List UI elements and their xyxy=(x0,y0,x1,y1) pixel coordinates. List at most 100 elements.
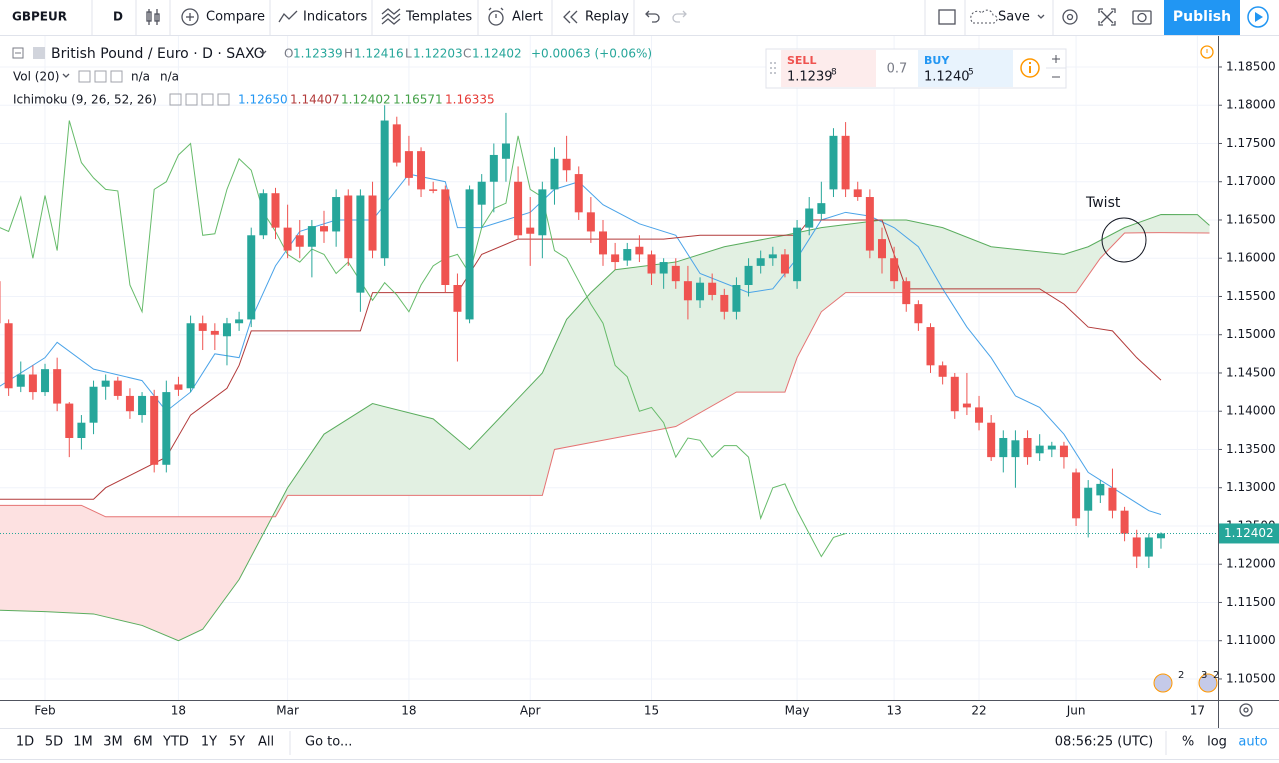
event-count: 2 xyxy=(1178,670,1184,681)
range-button[interactable]: 5Y xyxy=(229,735,245,750)
event-flag[interactable] xyxy=(1153,673,1173,693)
sell-pip[interactable]: 8 xyxy=(831,68,837,78)
goto-button[interactable]: Go to... xyxy=(305,735,352,750)
info-icon[interactable] xyxy=(1020,58,1040,78)
snapshot-icon[interactable] xyxy=(1132,10,1152,25)
ichimoku-controls[interactable] xyxy=(169,93,230,106)
candle-body xyxy=(320,226,329,232)
low-value: 1.12203 xyxy=(413,47,463,61)
candle-body xyxy=(1108,487,1117,511)
sell-bg[interactable] xyxy=(781,50,876,87)
range-button[interactable]: All xyxy=(258,735,274,750)
candle-body xyxy=(53,369,62,404)
y-tick-label: 1.12000 xyxy=(1226,557,1276,571)
candle-body xyxy=(1023,437,1032,458)
candle-body xyxy=(841,135,850,190)
x-tick-label: 18 xyxy=(401,704,416,718)
quantity-controls[interactable] xyxy=(1046,55,1066,78)
volume-menu[interactable] xyxy=(62,73,70,78)
candle-body xyxy=(671,265,680,282)
candle-body xyxy=(259,193,268,236)
y-tick-label: 1.16500 xyxy=(1226,212,1276,226)
range-button[interactable]: 1D xyxy=(16,735,34,750)
leading-span-a xyxy=(0,214,1210,642)
chart-type-icon[interactable] xyxy=(146,9,160,25)
publish-button-bg[interactable] xyxy=(1164,0,1240,35)
y-tick-label: 1.17500 xyxy=(1226,136,1276,150)
ichimoku-label[interactable]: Ichimoku (9, 26, 52, 26) xyxy=(13,93,157,107)
candle-body xyxy=(368,195,377,251)
replay-icon[interactable] xyxy=(563,10,578,24)
indicators-icon[interactable] xyxy=(278,10,298,23)
compare-button[interactable]: Compare xyxy=(206,10,265,25)
collapse-icon[interactable] xyxy=(12,47,24,59)
lagging-span xyxy=(0,120,846,558)
warning-icon[interactable] xyxy=(1200,45,1214,59)
compare-icon[interactable] xyxy=(181,8,199,26)
range-button[interactable]: 1M xyxy=(73,735,93,750)
templates-button[interactable]: Templates xyxy=(405,10,472,25)
candle-body xyxy=(465,189,474,320)
candle-body xyxy=(295,235,304,247)
volume-controls[interactable] xyxy=(78,70,123,83)
axis-settings-icon[interactable] xyxy=(1239,703,1253,717)
lagging-value: 1.12402 xyxy=(341,93,391,107)
toolbar: GBPEUR D Compare Indicators Templates Al… xyxy=(0,0,1279,36)
candle-body xyxy=(28,374,37,393)
instrument-menu[interactable] xyxy=(259,50,267,55)
alert-button[interactable]: Alert xyxy=(512,10,543,25)
settings-icon[interactable] xyxy=(1062,9,1078,25)
candle-body xyxy=(696,282,705,301)
volume-label[interactable]: Vol (20) xyxy=(13,70,59,84)
y-tick-label: 1.15500 xyxy=(1226,289,1276,303)
candle-body xyxy=(987,422,996,458)
candle-body xyxy=(429,189,438,191)
drag-handle[interactable] xyxy=(770,62,776,74)
range-button[interactable]: 1Y xyxy=(201,735,217,750)
candle-body xyxy=(902,281,911,305)
sell-price[interactable]: 1.1239 xyxy=(787,70,833,85)
fullscreen-icon[interactable] xyxy=(1098,8,1116,26)
candle-body xyxy=(829,135,838,190)
save-button[interactable]: Save xyxy=(998,10,1030,25)
candle-body xyxy=(186,323,195,389)
range-button[interactable]: 5D xyxy=(45,735,63,750)
range-button[interactable]: YTD xyxy=(162,735,189,750)
cloud-icon[interactable] xyxy=(970,9,998,24)
range-button[interactable]: 6M xyxy=(133,735,153,750)
percent-toggle[interactable]: % xyxy=(1182,735,1194,750)
layout-icon[interactable] xyxy=(938,9,956,25)
x-tick-label: 22 xyxy=(971,704,986,718)
low-label: L xyxy=(405,47,412,61)
publish-button[interactable]: Publish xyxy=(1173,9,1231,25)
undo-icon[interactable] xyxy=(645,10,660,23)
alert-icon[interactable] xyxy=(488,7,504,26)
candle-body xyxy=(1096,483,1105,496)
high-label: H xyxy=(344,47,353,61)
sell-label[interactable]: SELL xyxy=(787,54,816,67)
buy-bg[interactable] xyxy=(918,50,1013,87)
buy-price[interactable]: 1.1240 xyxy=(924,70,970,85)
save-menu[interactable] xyxy=(1037,14,1045,19)
cloud-bull-fill xyxy=(0,214,1210,517)
buy-label[interactable]: BUY xyxy=(924,54,950,67)
instrument[interactable]: British Pound / Euro · D · SAXO xyxy=(51,46,265,62)
candle-body xyxy=(914,304,923,324)
event-flag[interactable] xyxy=(1198,673,1218,693)
templates-icon[interactable] xyxy=(381,8,401,25)
replay-button[interactable]: Replay xyxy=(585,10,629,25)
redo-icon[interactable] xyxy=(672,10,687,23)
symbol[interactable]: GBPEUR xyxy=(12,10,67,24)
log-toggle[interactable]: log xyxy=(1207,735,1227,750)
axes: 1.105001.110001.115001.120001.125001.130… xyxy=(0,59,1279,718)
buy-pip[interactable]: 5 xyxy=(968,68,974,78)
info-stem xyxy=(1029,66,1031,73)
indicators-button[interactable]: Indicators xyxy=(303,10,367,25)
candle-body xyxy=(950,376,959,412)
auto-toggle[interactable]: auto xyxy=(1238,735,1267,750)
candle-body xyxy=(732,285,741,312)
play-icon[interactable] xyxy=(1247,6,1269,28)
range-button[interactable]: 3M xyxy=(103,735,123,750)
interval[interactable]: D xyxy=(113,10,123,24)
